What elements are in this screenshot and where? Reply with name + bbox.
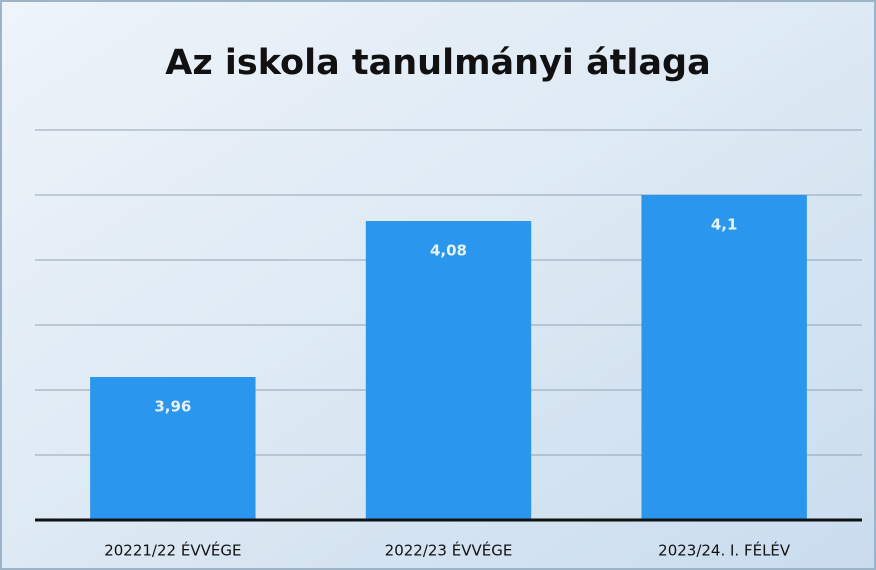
data-label: 3,96 <box>154 398 191 416</box>
data-label: 4,1 <box>711 216 738 234</box>
bar <box>641 195 807 520</box>
data-label: 4,08 <box>430 242 467 260</box>
x-tick-label: 2023/24. I. FÉLÉV <box>658 541 791 560</box>
bar <box>90 377 256 520</box>
x-tick-label: 2022/23 ÉVVÉGE <box>385 541 513 560</box>
x-tick-label: 20221/22 ÉVVÉGE <box>104 541 241 560</box>
bar <box>365 221 532 520</box>
chart-title: Az iskola tanulmányi átlaga <box>165 43 710 83</box>
